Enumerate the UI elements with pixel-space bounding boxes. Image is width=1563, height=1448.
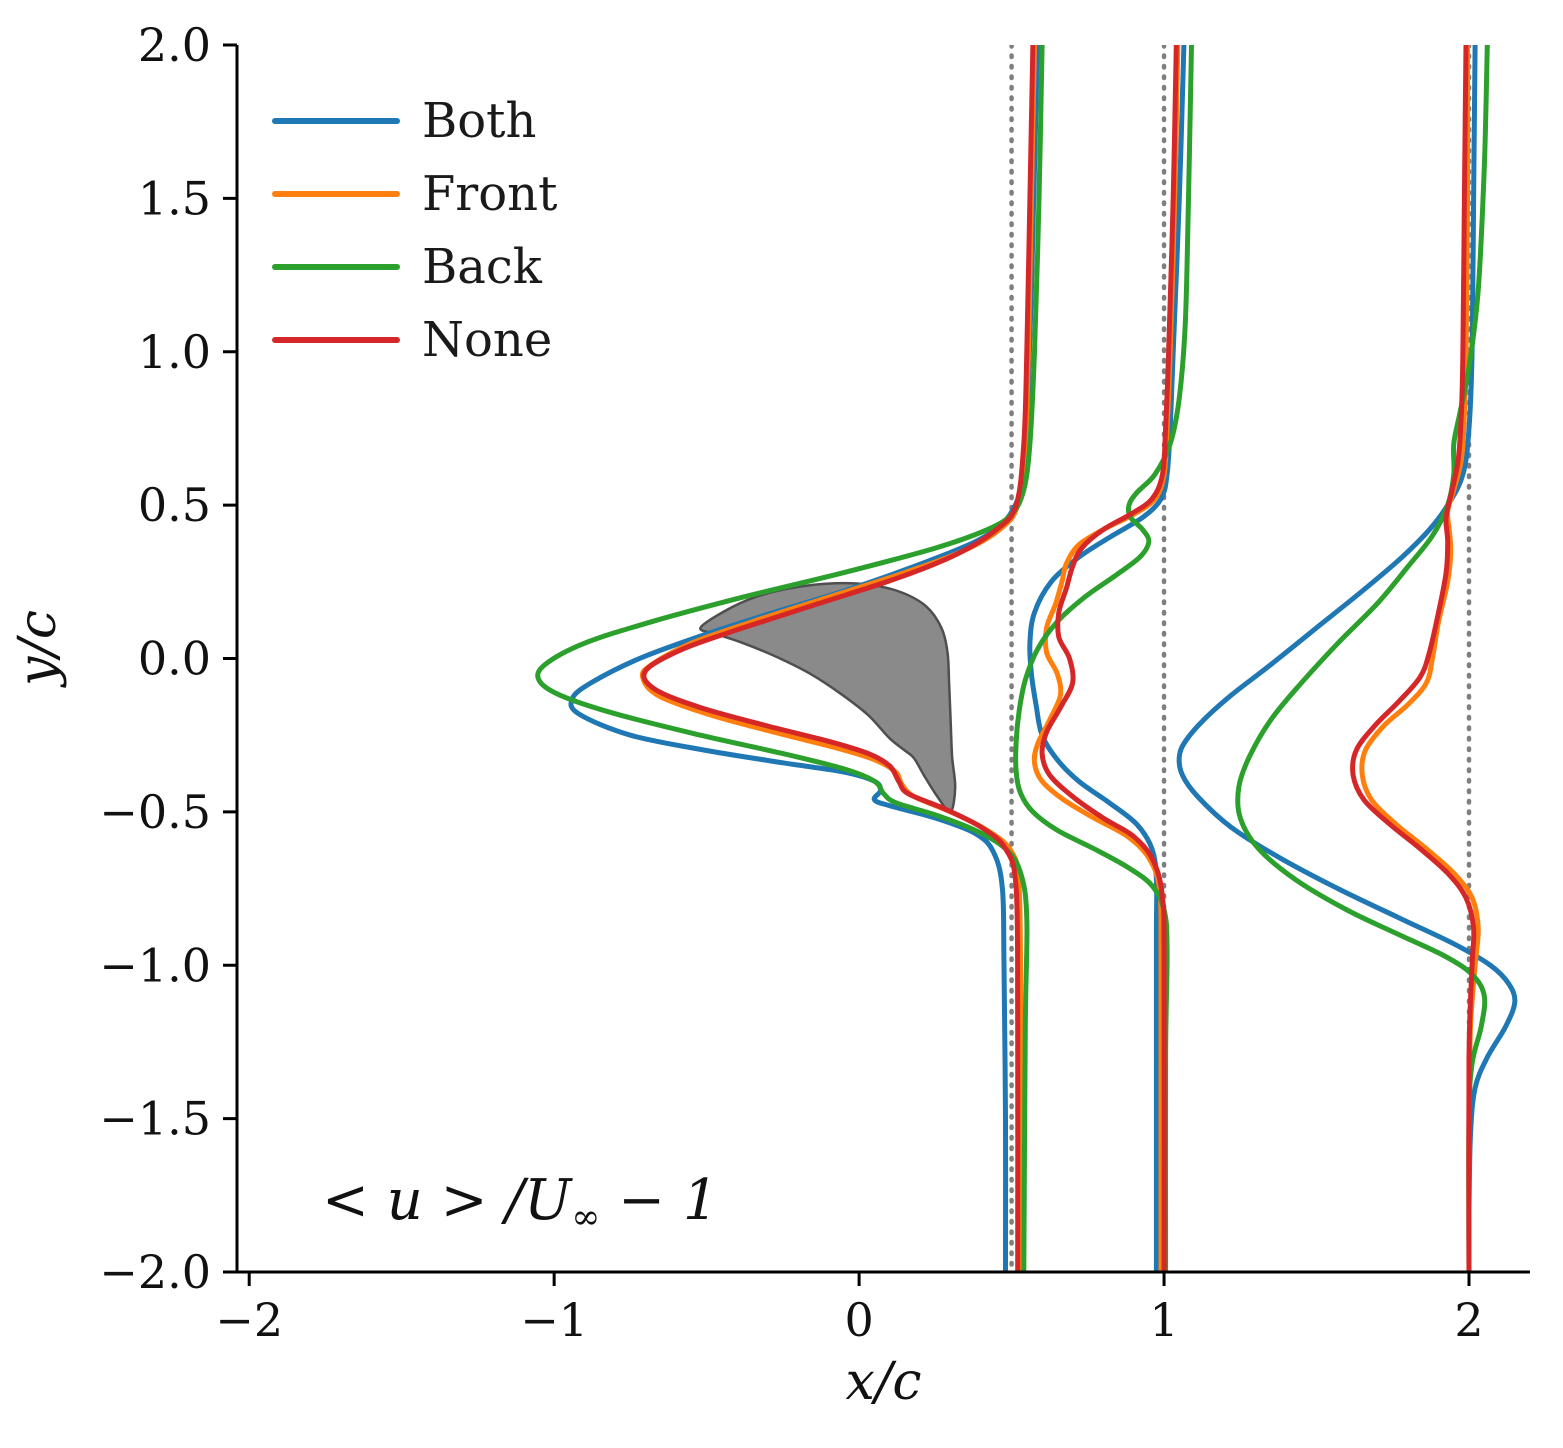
y-tick-label: −0.5 <box>99 785 211 839</box>
legend-label-front: Front <box>422 165 558 222</box>
y-tick-label: 1.0 <box>138 325 211 379</box>
legend-swatch-back <box>272 263 400 270</box>
legend-label-none: None <box>422 311 553 368</box>
y-axis-label: y/c <box>8 609 68 687</box>
x-tick-label: −2 <box>215 1293 283 1347</box>
y-tick-label: 1.5 <box>138 171 211 225</box>
annotation-tail: − 1 <box>600 1168 719 1233</box>
profile-curve-none <box>1350 45 1477 1272</box>
x-tick-label: 0 <box>844 1293 873 1347</box>
legend-swatch-front <box>272 190 400 197</box>
annotation-subscript: ∞ <box>571 1197 601 1238</box>
annotation-main: < u > /U <box>322 1168 572 1233</box>
x-tick-label: 2 <box>1454 1293 1483 1347</box>
quantity-annotation: < u > /U∞ − 1 <box>322 1168 718 1238</box>
legend-label-back: Back <box>422 238 542 295</box>
profile-curve-none <box>1039 45 1179 1272</box>
legend: Both Front Back None <box>272 84 557 376</box>
legend-label-both: Both <box>422 92 537 149</box>
legend-entry: Both <box>272 84 557 157</box>
y-tick-label: −1.0 <box>99 938 211 992</box>
profile-curve-back <box>1013 45 1194 1272</box>
y-tick-label: −2.0 <box>99 1245 211 1299</box>
legend-entry: None <box>272 303 557 376</box>
y-tick-label: 0.0 <box>138 632 211 686</box>
y-tick-label: 0.5 <box>138 478 211 532</box>
y-tick-label: 2.0 <box>138 18 211 72</box>
profile-curve-none <box>641 45 1036 1272</box>
profile-curve-front <box>1359 45 1481 1272</box>
legend-entry: Back <box>272 230 557 303</box>
x-tick-label: −1 <box>520 1293 588 1347</box>
x-tick-label: 1 <box>1149 1293 1178 1347</box>
legend-swatch-both <box>272 117 400 124</box>
y-tick-label: −1.5 <box>99 1092 211 1146</box>
x-axis-label: x/c <box>845 1352 922 1412</box>
profile-curve-both <box>1176 45 1518 1272</box>
legend-swatch-none <box>272 336 400 343</box>
airfoil-shape <box>699 581 957 814</box>
legend-entry: Front <box>272 157 557 230</box>
